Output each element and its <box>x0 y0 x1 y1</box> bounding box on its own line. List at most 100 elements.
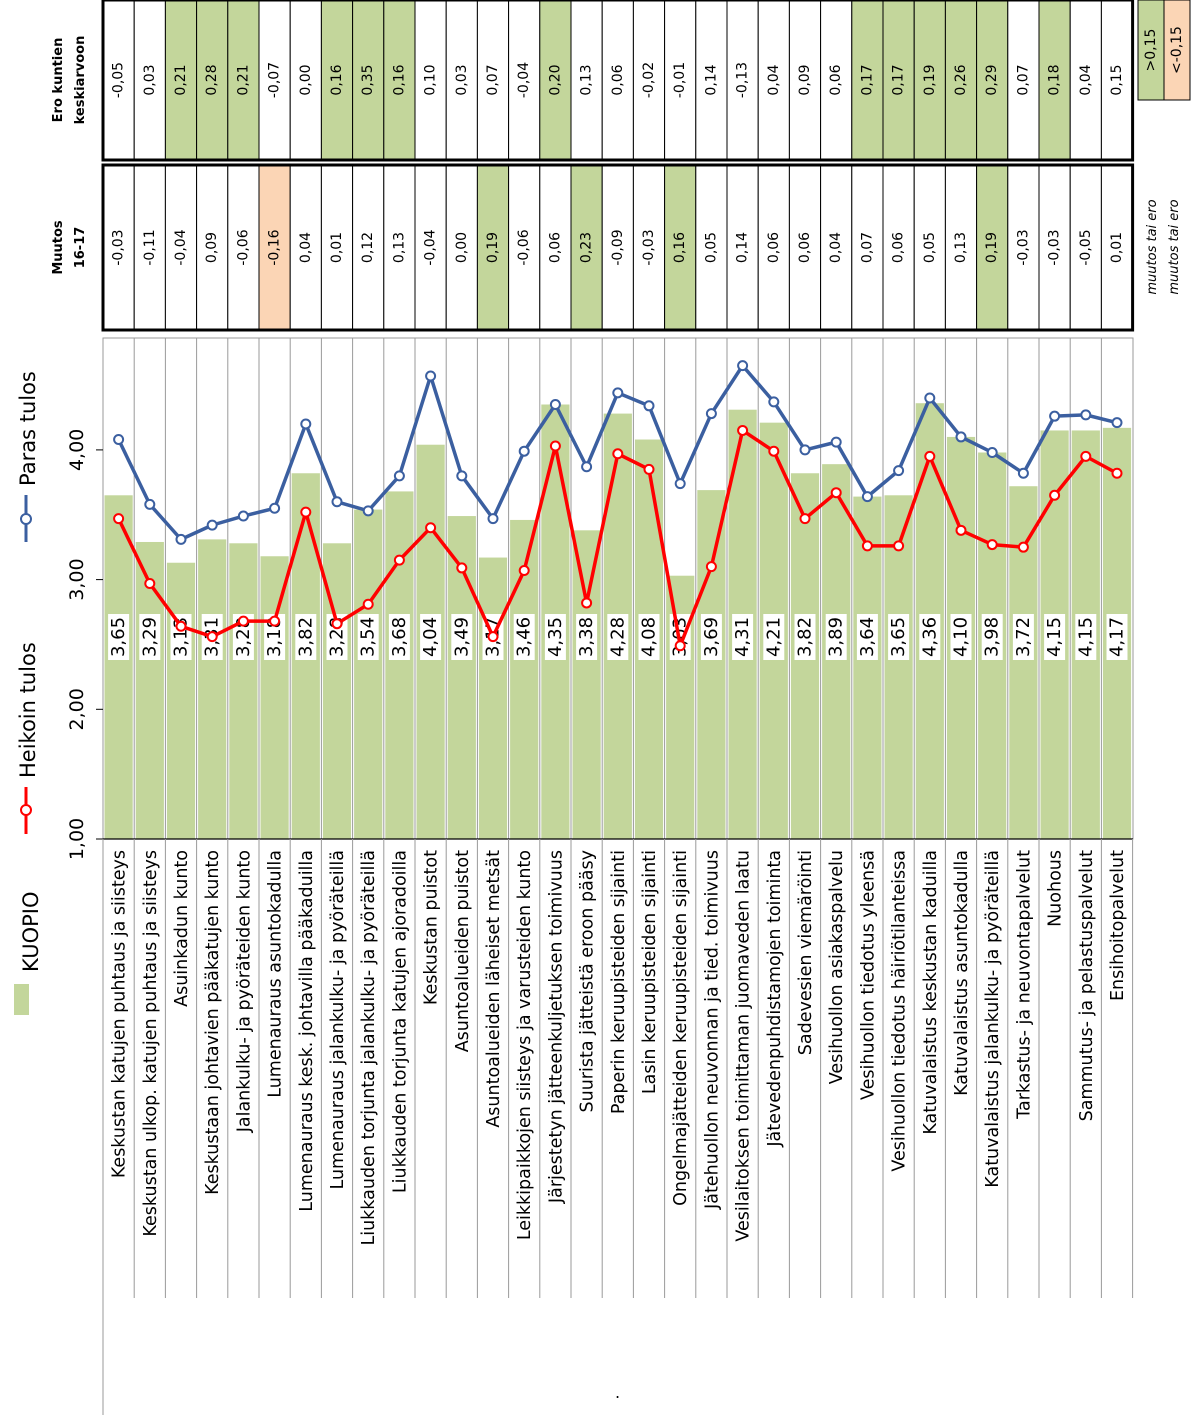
bar-label-box <box>139 614 161 660</box>
category-label: Nuohous <box>1046 850 1066 927</box>
table-value: -0,04 <box>516 62 532 98</box>
bar-label-box <box>919 614 941 660</box>
table-value: -0,04 <box>173 229 189 265</box>
bar-label-box <box>1075 614 1097 660</box>
category-label: Tarkastus- ja neuvontapalvelut <box>1014 850 1034 1120</box>
low-point <box>1017 541 1029 553</box>
category-label: Järjestetyn jätteenkuljetuksen toimivuus <box>546 850 566 1204</box>
table-legend-swatch <box>1163 0 1191 101</box>
low-point <box>362 598 374 610</box>
table-value: 0,16 <box>391 64 407 95</box>
table-value: 0,19 <box>922 64 938 95</box>
table-value: 0,13 <box>953 232 969 263</box>
table-value: 0,06 <box>797 232 813 263</box>
low-point <box>893 540 905 552</box>
table-value: -0,06 <box>235 229 251 265</box>
bar-20 <box>697 490 726 839</box>
bar-value-label: 3,89 <box>826 617 847 657</box>
table-value: 0,26 <box>953 64 969 95</box>
table-value: 0,05 <box>703 232 719 263</box>
table-cell <box>227 164 260 331</box>
bar-value-label: 3,82 <box>795 617 816 657</box>
bar-label-box <box>1012 614 1034 660</box>
table-cell <box>695 0 728 161</box>
high-point <box>237 510 249 522</box>
high-point <box>518 445 530 457</box>
bar-value-label: 3,46 <box>514 617 535 657</box>
low-point <box>1080 450 1092 462</box>
high-point <box>144 498 156 510</box>
table-value: 0,06 <box>891 232 907 263</box>
bar-label-box <box>513 614 535 660</box>
table-cell <box>164 164 198 331</box>
bar-value-label: 4,17 <box>1107 617 1128 657</box>
high-point <box>643 400 655 412</box>
table-cell <box>289 164 322 331</box>
table-cell <box>1069 0 1102 161</box>
table-value: 0,03 <box>454 64 470 95</box>
table-legend-value: <-0,15 <box>1169 26 1185 74</box>
table-value: 0,20 <box>547 64 563 95</box>
bar-value-label: 4,15 <box>1044 617 1065 657</box>
high-point <box>113 434 125 446</box>
table-value: -0,07 <box>267 62 283 98</box>
table-value: -0,05 <box>1078 229 1094 265</box>
table-cell <box>944 164 978 331</box>
bar-value-label: 4,21 <box>763 617 784 657</box>
table-cell <box>133 164 166 331</box>
bar-value-label: 4,08 <box>639 617 660 657</box>
table-value: 0,06 <box>766 232 782 263</box>
table-cell <box>352 0 385 161</box>
high-point <box>799 444 811 456</box>
legend-label: Heikoin tulos <box>16 642 40 778</box>
low-point <box>393 554 405 566</box>
bar-label-box <box>638 614 660 660</box>
bar-label-box <box>295 614 317 660</box>
high-point <box>425 370 437 382</box>
low-point <box>425 522 437 534</box>
low-point <box>206 631 218 643</box>
category-label: Sadevesien viemäröinti <box>796 850 816 1055</box>
high-point <box>300 418 312 430</box>
bar-13 <box>478 557 508 839</box>
low-point <box>1111 467 1123 479</box>
table-border <box>101 0 1135 162</box>
table-value: 0,01 <box>1109 232 1125 263</box>
low-point <box>581 597 593 609</box>
category-label: Asuntoalueiden puistot <box>453 850 473 1052</box>
table-value: 0,21 <box>235 64 251 95</box>
table-cell <box>383 0 416 161</box>
category-label: Katuvalaistus jalankulku- ja pyöräteillä <box>983 850 1003 1188</box>
bar-value-label: 3,38 <box>576 617 597 657</box>
low-point <box>518 565 530 577</box>
category-label: Liukkauden torjunta jalankulku- ja pyörä… <box>359 850 379 1246</box>
table-value: 0,13 <box>579 64 595 95</box>
table-value: 0,00 <box>298 64 314 95</box>
bar-label-box <box>264 614 286 660</box>
table-cell <box>445 0 478 161</box>
bar-3 <box>166 562 196 839</box>
table-value: -0,04 <box>423 229 439 265</box>
table-value: 0,29 <box>984 64 1000 95</box>
table-value: 0,16 <box>672 232 688 263</box>
table-legend-note: muutos tai ero <box>1145 199 1160 294</box>
data-table: Muutos 16-17 -0,03 -0,11 -0,04 0,09 -0,06 -0,16… <box>51 0 1191 332</box>
table-header: keskiarvoon <box>73 36 88 125</box>
bar-value-label: 3,28 <box>327 617 348 657</box>
bar-value-label: 3,82 <box>295 617 316 657</box>
low-point <box>705 561 717 573</box>
table-value: 0,21 <box>173 64 189 95</box>
high-point <box>830 436 842 448</box>
legend-swatch-marker <box>20 804 32 816</box>
table-header: Muutos <box>51 220 66 275</box>
legend-swatch-marker <box>20 513 32 525</box>
high-point <box>1111 417 1123 429</box>
table-value: 0,04 <box>1078 64 1094 95</box>
high-point <box>768 396 780 408</box>
bar-2 <box>135 541 164 839</box>
category-label: Vesihuollon asiakaspalvelu <box>827 850 847 1084</box>
bar-value-label: 3,49 <box>451 617 472 657</box>
table-value: 0,06 <box>828 64 844 95</box>
footnote: . <box>615 1383 620 1402</box>
